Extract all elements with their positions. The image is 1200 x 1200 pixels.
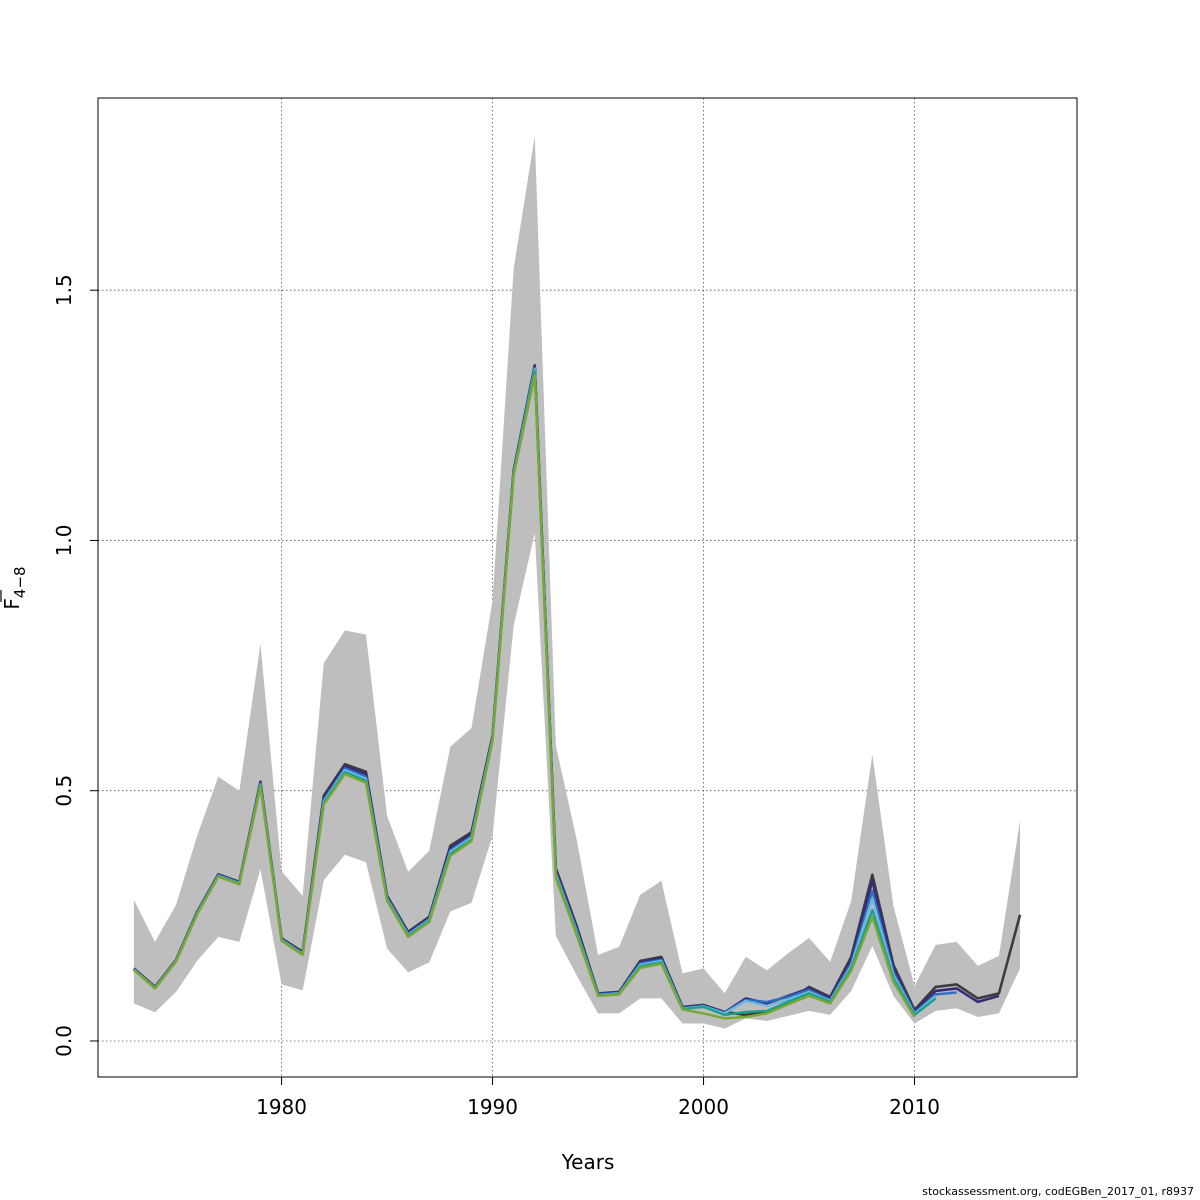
series-lines: [133, 363, 1022, 1020]
y-tick-label: 1.0: [52, 525, 76, 557]
y-axis-title-subscript: 4−8: [11, 566, 29, 598]
confidence-band-layer: [133, 136, 1021, 1029]
x-axis-title: Years: [561, 1150, 615, 1174]
x-tick-label: 2000: [678, 1095, 729, 1119]
y-tick-label: 0.0: [52, 1025, 76, 1057]
y-axis-title: F4−8: [0, 566, 29, 609]
x-tick-label: 2010: [889, 1095, 940, 1119]
footer-note: stockassessment.org, codEGBen_2017_01, r…: [922, 1185, 1194, 1198]
plot-frame: [97, 97, 1078, 1078]
series-line-6: [133, 374, 916, 1020]
y-tick-label: 0.5: [52, 775, 76, 807]
x-axis: 1980 1990 2000 2010: [256, 1077, 940, 1119]
y-axis: 0.0 0.5 1.0 1.5: [52, 274, 98, 1057]
y-axis-title-main: F: [0, 598, 24, 610]
svg-text:F4−8: F4−8: [0, 566, 29, 609]
y-tick-label: 1.5: [52, 274, 76, 306]
confidence-band: [133, 136, 1021, 1029]
grid-lines: [98, 98, 1077, 1077]
x-tick-label: 1990: [467, 1095, 518, 1119]
x-tick-label: 1980: [256, 1095, 307, 1119]
